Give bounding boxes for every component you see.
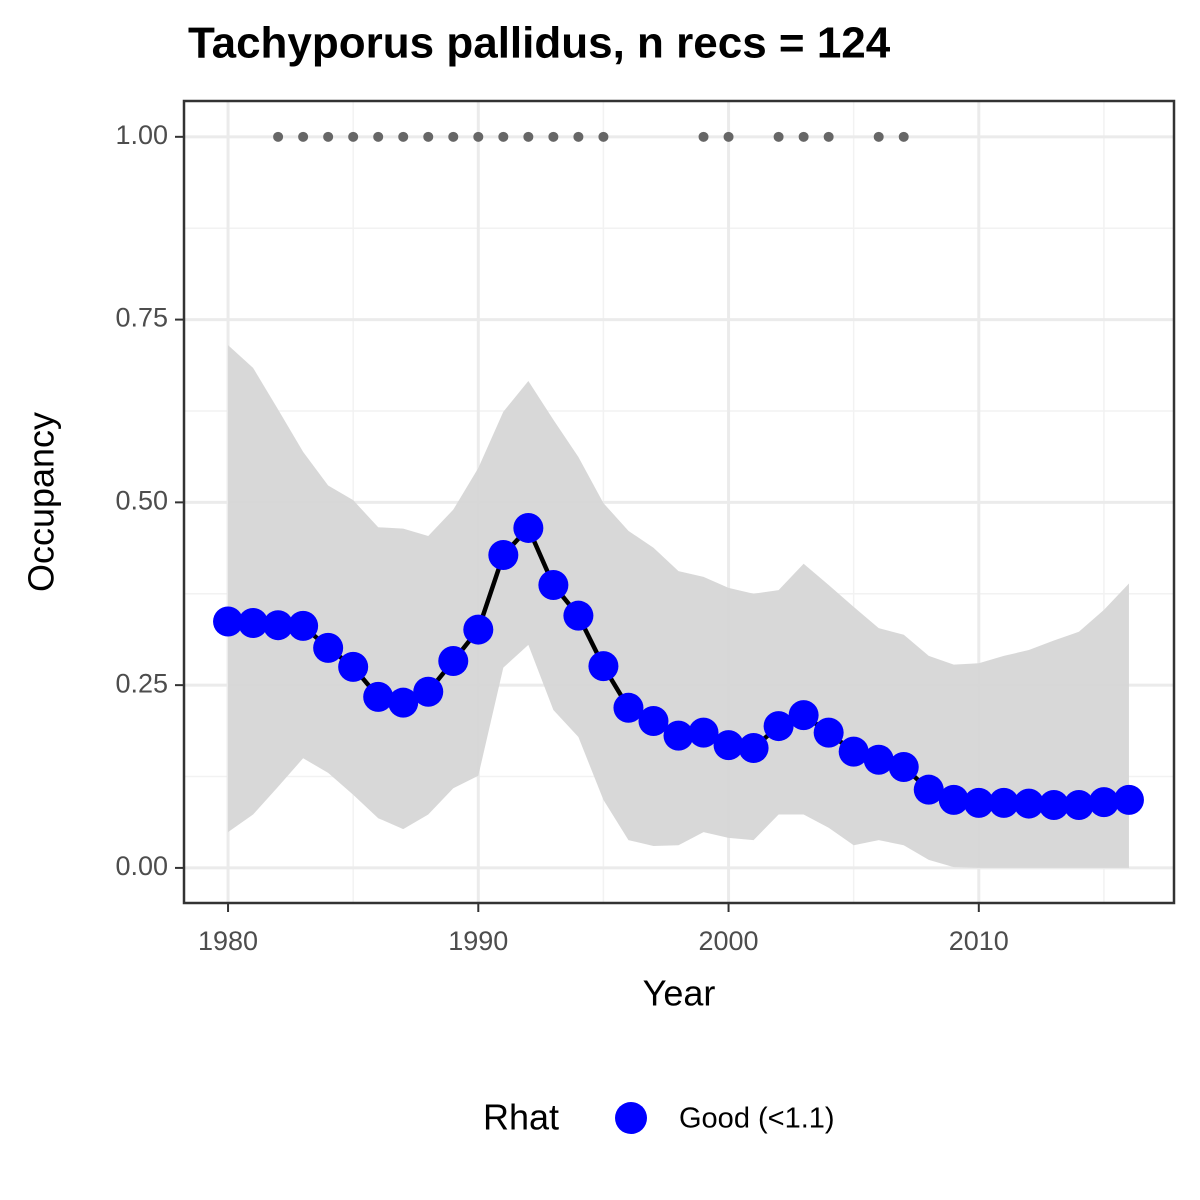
occupancy-point: [888, 752, 919, 783]
record-dot: [448, 131, 459, 142]
occupancy-point: [563, 600, 594, 631]
occupancy-point: [938, 784, 969, 815]
y-tick-label: 0.00: [115, 851, 168, 881]
occupancy-point: [713, 730, 744, 761]
record-dot: [823, 131, 834, 142]
occupancy-point: [988, 787, 1019, 818]
occupancy-point: [1013, 788, 1044, 819]
occupancy-point: [838, 736, 869, 767]
record-dot: [523, 131, 534, 142]
occupancy-point: [913, 774, 944, 805]
record-dot: [548, 131, 559, 142]
x-tick-label: 2000: [699, 926, 759, 956]
occupancy-point: [363, 681, 394, 712]
occupancy-point: [763, 711, 794, 742]
record-dot: [698, 131, 709, 142]
occupancy-point: [313, 632, 344, 663]
occupancy-point: [413, 676, 444, 707]
x-tick-label: 1980: [198, 926, 258, 956]
x-tick-label: 1990: [448, 926, 508, 956]
occupancy-point: [738, 733, 769, 764]
occupancy-point: [288, 610, 319, 641]
legend-label: Good (<1.1): [679, 1103, 835, 1135]
x-axis-label: Year: [643, 973, 716, 1014]
occupancy-point: [788, 700, 819, 731]
occupancy-point: [238, 607, 269, 638]
occupancy-point: [638, 705, 669, 736]
chart-title: Tachyporus pallidus, n recs = 124: [188, 19, 891, 68]
occupancy-point: [513, 512, 544, 543]
occupancy-point: [438, 646, 469, 677]
record-dot: [473, 131, 484, 142]
record-dot: [398, 131, 409, 142]
occupancy-point: [538, 569, 569, 600]
record-dot: [323, 131, 334, 142]
y-tick-label: 0.75: [115, 303, 168, 333]
record-dot: [348, 131, 359, 142]
occupancy-point: [263, 610, 294, 641]
record-dot: [573, 131, 584, 142]
y-tick-label: 0.25: [115, 668, 168, 698]
record-dot: [873, 131, 884, 142]
occupancy-point: [663, 720, 694, 751]
occupancy-point: [338, 651, 369, 682]
x-tick-label: 2010: [949, 926, 1009, 956]
occupancy-point: [613, 692, 644, 723]
record-dot: [723, 131, 734, 142]
occupancy-point: [1113, 784, 1144, 815]
record-dot: [798, 131, 809, 142]
occupancy-point: [1038, 790, 1069, 821]
record-dot: [298, 131, 309, 142]
y-axis-label: Occupancy: [21, 412, 62, 592]
record-dot: [498, 131, 509, 142]
legend-key: [615, 1102, 647, 1134]
occupancy-point: [388, 687, 419, 718]
record-dot: [598, 131, 609, 142]
record-dot: [423, 131, 434, 142]
occupancy-point: [1088, 787, 1119, 818]
y-tick-label: 1.00: [115, 120, 168, 150]
legend-title: Rhat: [483, 1097, 559, 1138]
occupancy-point: [213, 606, 244, 637]
confidence-ribbon: [228, 345, 1129, 868]
occupancy-point: [813, 717, 844, 748]
panel-border: [182, 99, 1176, 905]
record-dot: [373, 131, 384, 142]
occupancy-point: [463, 614, 494, 645]
y-tick-label: 0.50: [115, 485, 168, 515]
occupancy-point: [588, 651, 619, 682]
record-dot: [898, 131, 909, 142]
occupancy-point: [688, 717, 719, 748]
occupancy-point: [488, 540, 519, 571]
occupancy-point: [963, 787, 994, 818]
occupancy-point: [1063, 790, 1094, 821]
record-dot: [273, 131, 284, 142]
occupancy-point: [863, 744, 894, 775]
record-dot: [773, 131, 784, 142]
